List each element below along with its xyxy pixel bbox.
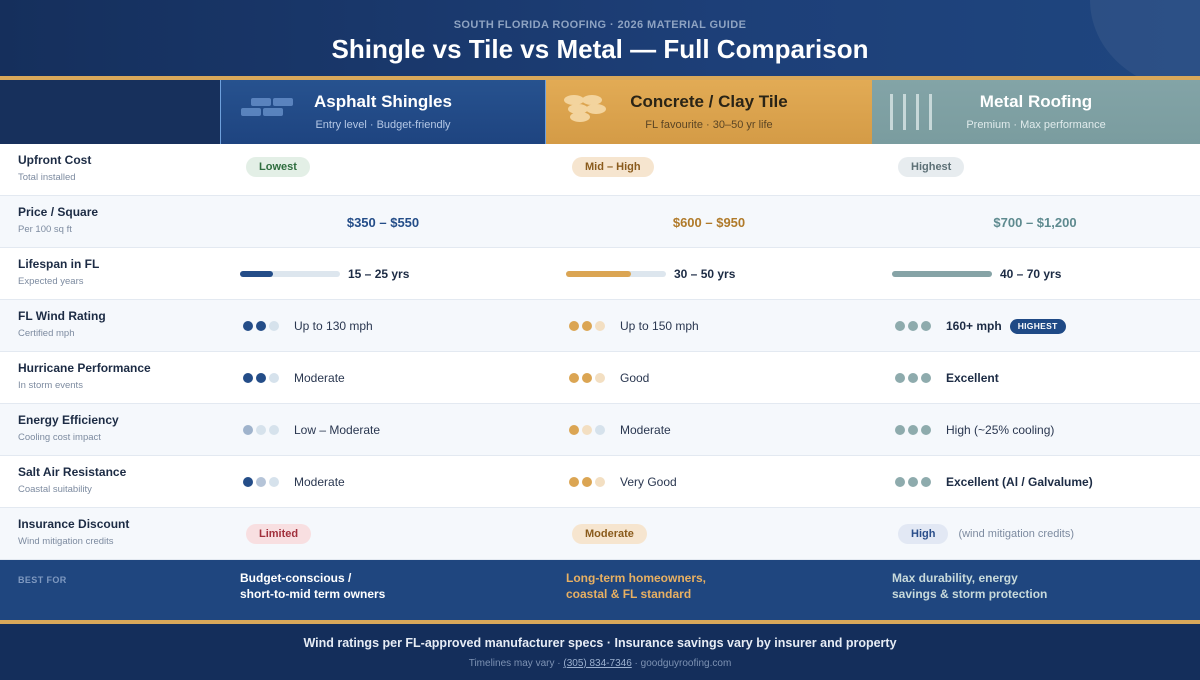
insurance-tile-pill: Moderate (572, 524, 647, 544)
page-title: Shingle vs Tile vs Metal — Full Comparis… (331, 34, 869, 64)
row-insurance: Insurance Discount Wind mitigation credi… (0, 508, 1200, 560)
upfront-tile-pill: Mid – High (572, 157, 654, 177)
column-header-blank (0, 80, 220, 144)
insurance-asphalt-pill: Limited (246, 524, 312, 544)
row-salt-air: Salt Air Resistance Coastal suitability … (0, 456, 1200, 508)
column-sub-tile: FL favourite · 30–50 yr life (645, 119, 773, 131)
page-footer: Wind ratings per FL-approved manufacture… (0, 624, 1200, 680)
row-lifespan: Lifespan in FL Expected years 15 – 25 yr… (0, 248, 1200, 300)
row-upfront-cost: Upfront Cost Total installed Lowest Mid … (0, 144, 1200, 196)
header-eyebrow: SOUTH FLORIDA ROOFING · 2026 MATERIAL GU… (453, 19, 747, 31)
column-name-asphalt: Asphalt Shingles (314, 92, 452, 111)
lifespan-asphalt-text: 15 – 25 yrs (348, 267, 410, 281)
row-wind-rating: FL Wind Rating Certified mph Up to 130 m… (0, 300, 1200, 352)
hurricane-asphalt-text: Moderate (294, 371, 345, 385)
price-tile: $600 – $950 (672, 214, 746, 230)
row-sublabel: In storm events (18, 380, 83, 391)
column-name-metal: Metal Roofing (979, 92, 1093, 111)
rating-dots (895, 425, 934, 435)
footer-divider (0, 620, 1200, 624)
energy-asphalt-text: Low – Moderate (294, 423, 381, 437)
wind-tile-text: Up to 150 mph (620, 319, 699, 333)
lifespan-metal-text: 40 – 70 yrs (1000, 267, 1062, 281)
lifespan-asphalt-bar (240, 271, 340, 277)
row-label: FL Wind Rating (18, 309, 106, 323)
row-label: Lifespan in FL (18, 257, 100, 271)
rating-dots (569, 425, 608, 435)
best-for-tile: Long-term homeowners, coastal & FL stand… (566, 571, 707, 601)
row-label: Price / Square (18, 205, 99, 219)
row-sublabel: Total installed (18, 172, 76, 183)
rating-dots (569, 477, 608, 487)
footer-contact: Timelines may vary · (305) 834-7346 · go… (0, 658, 1200, 669)
column-name-tile: Concrete / Clay Tile (630, 92, 788, 111)
rating-dots (243, 477, 282, 487)
wind-metal-text: 160+ mph (946, 319, 1002, 333)
insurance-metal-pill: High (898, 524, 949, 544)
row-sublabel: Certified mph (18, 328, 75, 339)
rating-dots (243, 425, 282, 435)
row-label: Insurance Discount (18, 517, 130, 531)
best-for-asphalt: Budget-conscious / short-to-mid term own… (240, 571, 386, 601)
footer-disclaimer: Wind ratings per FL-approved manufacture… (303, 636, 897, 650)
price-asphalt: $350 – $550 (346, 214, 420, 230)
upfront-asphalt-pill: Lowest (246, 157, 310, 177)
row-sublabel: Expected years (18, 276, 84, 287)
footer-suffix: · goodguyroofing.com (631, 658, 732, 669)
page-header: SOUTH FLORIDA ROOFING · 2026 MATERIAL GU… (0, 0, 1200, 76)
row-sublabel: Cooling cost impact (18, 432, 101, 443)
column-header-metal: Metal Roofing Premium · Max performance (872, 80, 1200, 144)
column-sub-asphalt: Entry level · Budget-friendly (315, 119, 451, 131)
salt-asphalt-text: Moderate (294, 475, 345, 489)
row-price-square: Price / Square Per 100 sq ft $350 – $550… (0, 196, 1200, 248)
insurance-note: (wind mitigation credits) (958, 528, 1074, 540)
rating-dots (243, 373, 282, 383)
rating-dots (243, 321, 282, 331)
lifespan-tile-text: 30 – 50 yrs (674, 267, 736, 281)
rating-dots (895, 321, 934, 331)
best-for-metal: Max durability, energy savings & storm p… (892, 571, 1048, 601)
rating-dots (895, 373, 934, 383)
lifespan-tile-bar (566, 271, 666, 277)
row-sublabel: Wind mitigation credits (18, 536, 114, 547)
rating-dots (895, 477, 934, 487)
price-metal: $700 – $1,200 (993, 214, 1077, 230)
rating-dots (569, 373, 608, 383)
metal-panel-icon (890, 94, 932, 130)
energy-metal-text: High (~25% cooling) (946, 423, 1055, 437)
hurricane-metal-text: Excellent (946, 371, 999, 385)
row-label: Energy Efficiency (18, 413, 119, 427)
rating-dots (569, 321, 608, 331)
hurricane-tile-text: Good (620, 371, 650, 385)
phone-link[interactable]: (305) 834-7346 (563, 658, 632, 669)
salt-tile-text: Very Good (620, 475, 677, 489)
salt-metal-text: Excellent (Al / Galvalume) (946, 475, 1093, 489)
highest-badge: HIGHEST (1009, 318, 1066, 334)
wind-asphalt-text: Up to 130 mph (294, 319, 373, 333)
row-hurricane: Hurricane Performance In storm events Mo… (0, 352, 1200, 404)
row-energy: Energy Efficiency Cooling cost impact Lo… (0, 404, 1200, 456)
shingle-icon (241, 98, 293, 116)
header-divider (0, 76, 1200, 80)
footer-prefix: Timelines may vary · (468, 658, 564, 669)
column-sub-metal: Premium · Max performance (966, 119, 1106, 131)
lifespan-metal-bar (892, 271, 992, 277)
row-label: Hurricane Performance (18, 361, 151, 375)
row-sublabel: Per 100 sq ft (18, 224, 72, 235)
row-label: Salt Air Resistance (18, 465, 127, 479)
column-header-asphalt: Asphalt Shingles Entry level · Budget-fr… (220, 80, 546, 144)
upfront-metal-pill: Highest (898, 157, 965, 177)
best-for-band: BEST FOR Budget-conscious / short-to-mid… (0, 560, 1200, 620)
column-header-tile: Concrete / Clay Tile FL favourite · 30–5… (546, 80, 872, 144)
best-for-label: BEST FOR (18, 575, 67, 585)
tile-icon (564, 95, 606, 122)
row-label: Upfront Cost (18, 153, 92, 167)
row-sublabel: Coastal suitability (18, 484, 92, 495)
energy-tile-text: Moderate (620, 423, 671, 437)
